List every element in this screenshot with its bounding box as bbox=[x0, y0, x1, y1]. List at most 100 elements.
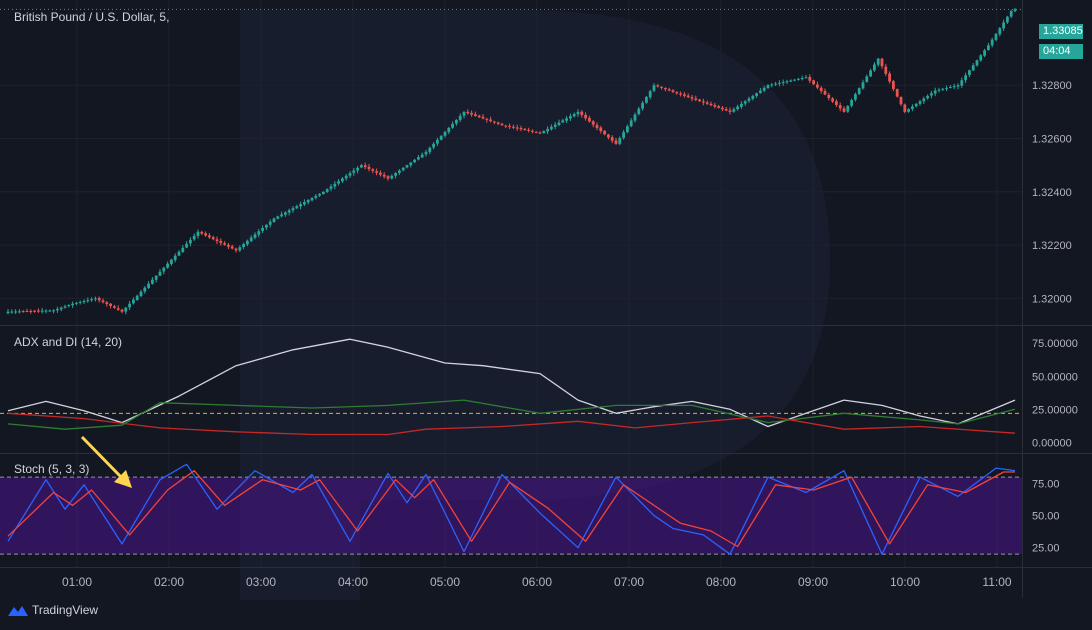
candle-body[interactable] bbox=[78, 301, 82, 303]
candle-body[interactable] bbox=[154, 275, 158, 280]
candle-body[interactable] bbox=[797, 78, 800, 80]
candle-body[interactable] bbox=[960, 80, 964, 86]
candle-body[interactable] bbox=[52, 310, 55, 312]
candle-body[interactable] bbox=[234, 248, 238, 251]
candle-body[interactable] bbox=[679, 93, 682, 95]
candle-body[interactable] bbox=[500, 123, 504, 126]
candle-body[interactable] bbox=[249, 237, 253, 242]
candle-body[interactable] bbox=[888, 73, 891, 82]
candle-body[interactable] bbox=[14, 311, 17, 313]
di-plus-line[interactable] bbox=[7, 399, 1016, 430]
candle-body[interactable] bbox=[819, 87, 823, 92]
candle-body[interactable] bbox=[90, 299, 93, 301]
candle-body[interactable] bbox=[983, 50, 986, 56]
candle-body[interactable] bbox=[261, 228, 264, 231]
candle-body[interactable] bbox=[147, 283, 150, 288]
candle-body[interactable] bbox=[531, 130, 534, 132]
candle-body[interactable] bbox=[265, 224, 268, 228]
candle-body[interactable] bbox=[394, 173, 397, 176]
candle-body[interactable] bbox=[477, 115, 481, 118]
candle-body[interactable] bbox=[766, 85, 770, 89]
candle-body[interactable] bbox=[800, 78, 804, 80]
candle-body[interactable] bbox=[861, 82, 865, 89]
candle-body[interactable] bbox=[827, 94, 831, 99]
candle-body[interactable] bbox=[546, 128, 549, 132]
candle-body[interactable] bbox=[743, 101, 747, 104]
candle-body[interactable] bbox=[322, 191, 325, 195]
candle-body[interactable] bbox=[941, 88, 945, 90]
candle-body[interactable] bbox=[443, 131, 447, 136]
candle-body[interactable] bbox=[690, 97, 694, 99]
candle-body[interactable] bbox=[329, 186, 333, 189]
candle-body[interactable] bbox=[303, 202, 306, 205]
candle-body[interactable] bbox=[869, 70, 872, 77]
candle-body[interactable] bbox=[382, 174, 386, 177]
candle-body[interactable] bbox=[447, 127, 451, 133]
stoch-d-line[interactable] bbox=[7, 470, 1015, 548]
candle-body[interactable] bbox=[610, 137, 614, 141]
candle-body[interactable] bbox=[557, 122, 561, 126]
candle-body[interactable] bbox=[181, 247, 185, 253]
candle-body[interactable] bbox=[333, 183, 337, 187]
candle-body[interactable] bbox=[33, 310, 36, 312]
candle-body[interactable] bbox=[375, 171, 378, 173]
candle-body[interactable] bbox=[937, 89, 941, 91]
candle-body[interactable] bbox=[652, 85, 656, 91]
candle-body[interactable] bbox=[713, 104, 717, 107]
candle-body[interactable] bbox=[686, 95, 690, 98]
candle-body[interactable] bbox=[208, 235, 211, 238]
candle-body[interactable] bbox=[360, 165, 363, 168]
candle-body[interactable] bbox=[873, 64, 876, 71]
candle-body[interactable] bbox=[614, 140, 618, 144]
candle-body[interactable] bbox=[485, 118, 489, 120]
candle-body[interactable] bbox=[398, 170, 401, 173]
candle-body[interactable] bbox=[1002, 22, 1005, 29]
candle-body[interactable] bbox=[778, 82, 781, 84]
candle-body[interactable] bbox=[10, 311, 14, 313]
candle-body[interactable] bbox=[762, 87, 766, 91]
candle-body[interactable] bbox=[504, 125, 508, 127]
candle-body[interactable] bbox=[344, 175, 348, 179]
candle-body[interactable] bbox=[698, 99, 701, 102]
candle-body[interactable] bbox=[512, 126, 515, 128]
candle-body[interactable] bbox=[1013, 9, 1017, 12]
candle-body[interactable] bbox=[257, 231, 261, 235]
candle-body[interactable] bbox=[523, 128, 527, 130]
candle-body[interactable] bbox=[474, 114, 477, 116]
candle-body[interactable] bbox=[219, 240, 223, 243]
candle-body[interactable] bbox=[489, 119, 492, 122]
candle-body[interactable] bbox=[367, 166, 371, 169]
candle-body[interactable] bbox=[436, 139, 439, 144]
candle-body[interactable] bbox=[804, 77, 808, 79]
candle-body[interactable] bbox=[451, 123, 454, 128]
candle-body[interactable] bbox=[542, 131, 546, 134]
candle-body[interactable] bbox=[314, 195, 318, 198]
candle-body[interactable] bbox=[785, 81, 789, 83]
candle-body[interactable] bbox=[97, 298, 101, 301]
candle-body[interactable] bbox=[143, 287, 147, 292]
candle-body[interactable] bbox=[94, 298, 97, 300]
candle-body[interactable] bbox=[67, 305, 71, 307]
candle-body[interactable] bbox=[59, 307, 63, 310]
candle-body[interactable] bbox=[527, 129, 530, 131]
candle-body[interactable] bbox=[71, 303, 74, 306]
candle-body[interactable] bbox=[120, 309, 124, 312]
candle-body[interactable] bbox=[379, 172, 382, 175]
candle-body[interactable] bbox=[291, 208, 295, 211]
candle-body[interactable] bbox=[341, 178, 344, 182]
candle-body[interactable] bbox=[211, 237, 215, 240]
candle-body[interactable] bbox=[223, 243, 226, 245]
candle-body[interactable] bbox=[215, 239, 219, 242]
candle-body[interactable] bbox=[348, 173, 352, 176]
candle-body[interactable] bbox=[626, 126, 629, 133]
candle-body[interactable] bbox=[561, 120, 565, 123]
candle-body[interactable] bbox=[933, 90, 937, 94]
candle-body[interactable] bbox=[18, 311, 21, 313]
candle-body[interactable] bbox=[740, 103, 743, 107]
candle-body[interactable] bbox=[75, 302, 78, 304]
candle-body[interactable] bbox=[105, 302, 109, 305]
candle-body[interactable] bbox=[956, 85, 960, 87]
adx-indicator-title[interactable]: ADX and DI (14, 20) bbox=[14, 335, 123, 349]
candle-body[interactable] bbox=[466, 111, 470, 114]
